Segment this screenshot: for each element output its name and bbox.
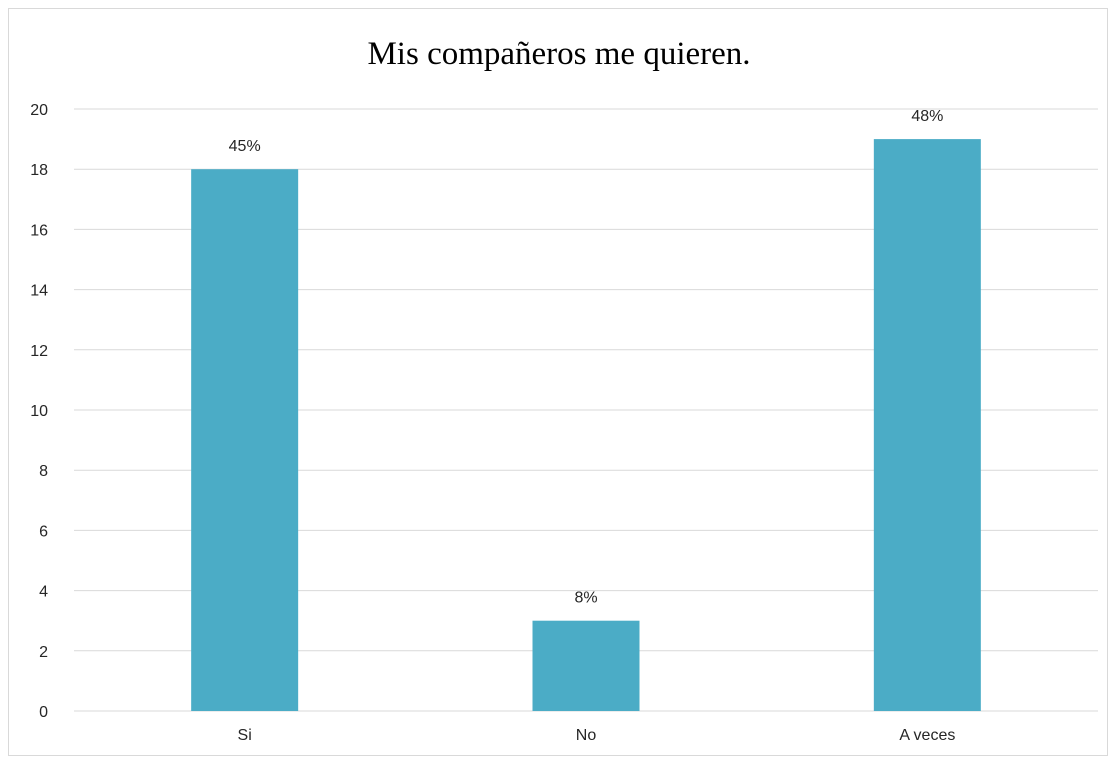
bar-a-veces <box>873 139 981 712</box>
y-tick-label-10: 10 <box>30 403 48 420</box>
data-label-no: 8% <box>574 590 597 607</box>
bars <box>191 139 981 712</box>
chart-title: Mis compañeros me quieren. <box>367 36 751 72</box>
y-tick-label-14: 14 <box>30 283 48 300</box>
data-label-a-veces: 48% <box>911 108 943 125</box>
category-label-si: Si <box>238 727 252 744</box>
category-label-a-veces: A veces <box>899 727 955 744</box>
y-tick-label-0: 0 <box>39 704 48 721</box>
y-tick-label-4: 4 <box>39 584 48 601</box>
y-tick-label-8: 8 <box>39 463 48 480</box>
data-label-si: 45% <box>229 138 261 155</box>
y-tick-label-20: 20 <box>30 102 48 119</box>
y-tick-label-2: 2 <box>39 644 48 661</box>
y-tick-label-16: 16 <box>30 222 48 239</box>
bar-si <box>191 169 299 711</box>
y-tick-label-18: 18 <box>30 162 48 179</box>
y-tick-label-12: 12 <box>30 343 48 360</box>
labels: 0 2 4 6 8 10 12 14 16 18 20 45% Si 8% No 48% A veces <box>30 102 955 744</box>
category-label-no: No <box>576 727 597 744</box>
bar-no <box>532 620 640 711</box>
y-tick-label-6: 6 <box>39 523 48 540</box>
